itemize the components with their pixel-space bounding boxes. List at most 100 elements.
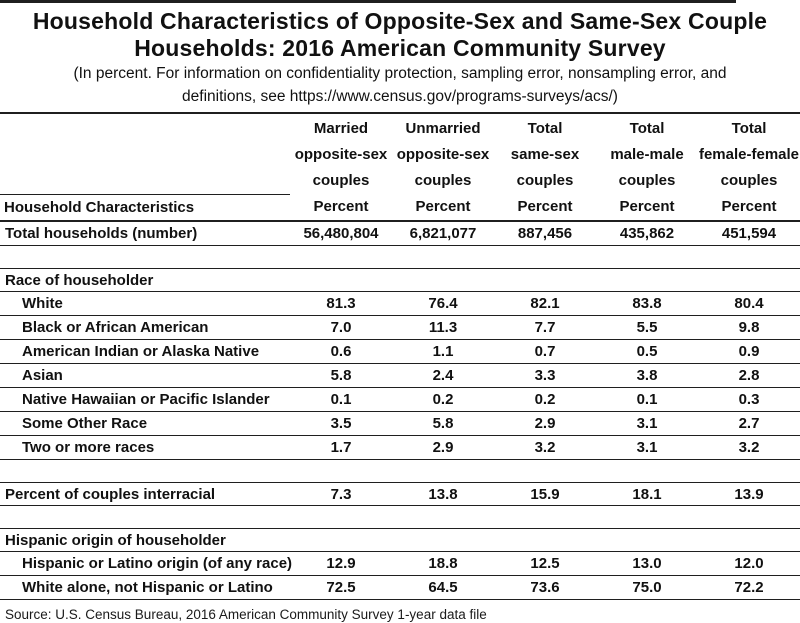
row-label: White alone, not Hispanic or Latino	[22, 579, 273, 596]
cell-value: 5.8	[432, 415, 454, 432]
cell-value: 2.9	[432, 439, 454, 456]
column-header-line: male-male	[610, 146, 684, 163]
spacer-row	[0, 506, 800, 528]
column-header: Total male-male couples Percent	[596, 116, 698, 220]
source-note: Source: U.S. Census Bureau, 2016 America…	[5, 607, 487, 622]
row-label: Two or more races	[22, 439, 155, 456]
cell-value: 0.1	[330, 391, 352, 408]
row-label: Race of householder	[5, 271, 154, 289]
row-label: Some Other Race	[22, 415, 148, 432]
cell-value: 0.5	[636, 343, 658, 360]
column-header: Total same-sex couples Percent	[494, 116, 596, 220]
row-label: Percent of couples interracial	[5, 485, 216, 503]
column-header-line: Total	[527, 120, 563, 137]
stub-header-label: Household Characteristics	[4, 199, 195, 216]
cell-value: 73.6	[530, 579, 560, 596]
column-header-line: couples	[720, 172, 778, 189]
cell-value: 7.0	[330, 319, 352, 336]
cell-value: 3.2	[534, 439, 556, 456]
row-label: Black or African American	[22, 319, 209, 336]
column-header-line: couples	[618, 172, 676, 189]
column-header-line: opposite-sex	[396, 146, 490, 163]
table-row: Black or African American 7.0 11.3 7.7 5.5 9.…	[0, 316, 800, 340]
cell-value: 3.2	[738, 439, 760, 456]
column-header-line: Total	[731, 120, 767, 137]
cell-value: 56,480,804	[303, 225, 379, 242]
table-row: White alone, not Hispanic or Latino 72.5 6…	[0, 576, 800, 600]
column-header-line: Total	[629, 120, 665, 137]
cell-value: 451,594	[721, 225, 777, 242]
cell-value: 887,456	[517, 225, 573, 242]
cell-value: 72.5	[326, 579, 356, 596]
stub-header-cell: Household Characteristics	[0, 116, 290, 220]
column-header-line: Percent	[619, 198, 675, 215]
cell-value: 7.3	[330, 485, 352, 503]
column-header: Married opposite-sex couples Percent	[290, 116, 392, 220]
column-header-line: couples	[516, 172, 574, 189]
table-row: Some Other Race 3.5 5.8 2.9 3.1 2.7	[0, 412, 800, 436]
column-header-line: female-female	[698, 146, 800, 163]
cell-value: 80.4	[734, 295, 764, 312]
section-row: Hispanic origin of householder	[0, 528, 800, 552]
page-top-border	[0, 0, 736, 3]
column-header-line: Unmarried	[405, 120, 481, 137]
table-row: Asian 5.8 2.4 3.3 3.8 2.8	[0, 364, 800, 388]
table-body: Total households (number) 56,480,804 6,821…	[0, 222, 800, 600]
cell-value: 7.7	[534, 319, 556, 336]
table-row: Percent of couples interracial 7.3 13.8 15.…	[0, 482, 800, 506]
row-label: Native Hawaiian or Pacific Islander	[22, 391, 270, 408]
row-label: American Indian or Alaska Native	[22, 343, 260, 360]
cell-value: 12.9	[326, 555, 356, 572]
table-row: Total households (number) 56,480,804 6,821…	[0, 222, 800, 246]
cell-value: 2.4	[432, 367, 454, 384]
cell-value: 64.5	[428, 579, 458, 596]
column-header-line: Percent	[721, 198, 777, 215]
cell-value: 83.8	[632, 295, 662, 312]
census-table: Household Characteristics Married opposit…	[0, 114, 800, 600]
row-label: Hispanic or Latino origin (of any race)	[22, 555, 293, 572]
title-block: Household Characteristics of Opposite-Se…	[0, 3, 800, 114]
cell-value: 9.8	[738, 319, 760, 336]
header-row: Household Characteristics Married opposit…	[0, 114, 800, 222]
cell-value: 6,821,077	[409, 225, 477, 242]
cell-value: 81.3	[326, 295, 356, 312]
table-row: Hispanic or Latino origin (of any race) 1…	[0, 552, 800, 576]
table-row: Two or more races 1.7 2.9 3.2 3.1 3.2	[0, 436, 800, 460]
cell-value: 0.6	[330, 343, 352, 360]
page-subtitle-line-2: definitions, see https://www.census.gov/…	[182, 88, 618, 105]
cell-value: 0.1	[636, 391, 658, 408]
cell-value: 0.3	[738, 391, 760, 408]
column-header-line: Percent	[517, 198, 573, 215]
cell-value: 76.4	[428, 295, 458, 312]
column-header-line: couples	[312, 172, 370, 189]
stub-header-rule	[0, 194, 290, 195]
cell-value: 0.7	[534, 343, 556, 360]
page-subtitle-line-1: (In percent. For information on confiden…	[73, 65, 727, 82]
cell-value: 1.7	[330, 439, 352, 456]
table-row: Native Hawaiian or Pacific Islander 0.1 0.…	[0, 388, 800, 412]
row-label: Total households (number)	[5, 225, 198, 242]
table-row: American Indian or Alaska Native 0.6 1.1 0.…	[0, 340, 800, 364]
column-header-line: couples	[414, 172, 472, 189]
cell-value: 13.0	[632, 555, 662, 572]
cell-value: 2.7	[738, 415, 760, 432]
cell-value: 3.5	[330, 415, 352, 432]
cell-value: 18.1	[632, 485, 662, 503]
cell-value: 1.1	[432, 343, 454, 360]
cell-value: 13.9	[734, 485, 764, 503]
page-title-line-1: Household Characteristics of Opposite-Se…	[32, 8, 768, 34]
cell-value: 5.5	[636, 319, 658, 336]
table-row: White 81.3 76.4 82.1 83.8 80.4	[0, 292, 800, 316]
column-header-line: Percent	[415, 198, 471, 215]
cell-value: 0.2	[432, 391, 454, 408]
column-header-line: same-sex	[510, 146, 580, 163]
column-header-line: Percent	[313, 198, 369, 215]
cell-value: 3.3	[534, 367, 556, 384]
cell-value: 3.8	[636, 367, 658, 384]
cell-value: 18.8	[428, 555, 458, 572]
spacer-row	[0, 460, 800, 482]
cell-value: 2.9	[534, 415, 556, 432]
cell-value: 82.1	[530, 295, 560, 312]
cell-value: 0.9	[738, 343, 760, 360]
cell-value: 0.2	[534, 391, 556, 408]
